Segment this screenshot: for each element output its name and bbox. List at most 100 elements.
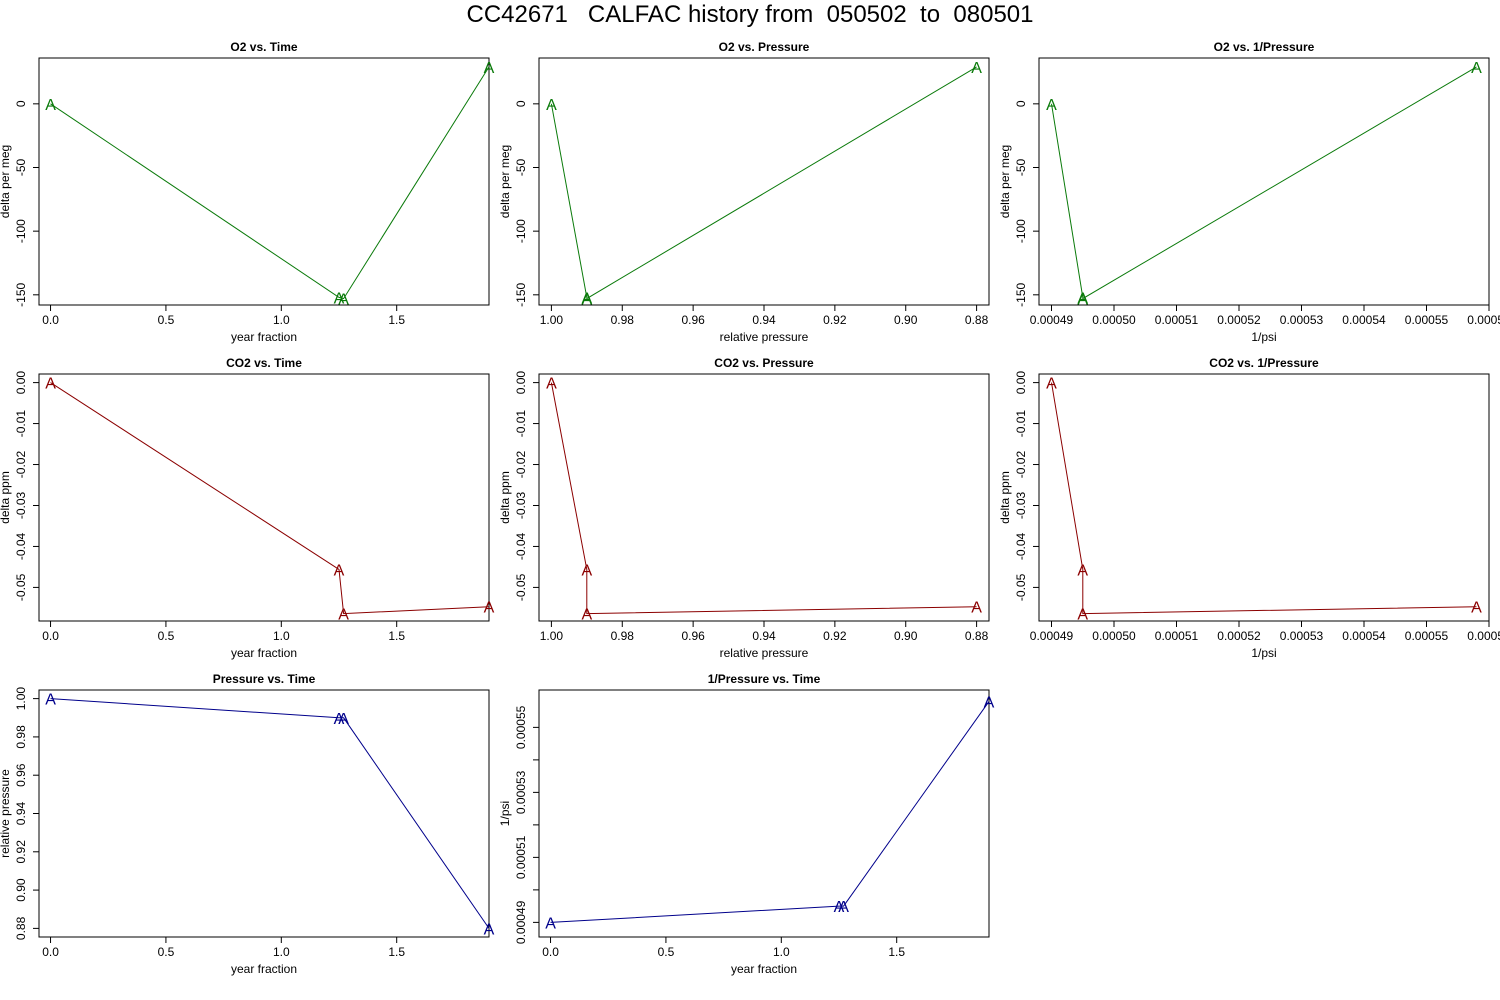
chart-panel-1: O2 vs. Time 0.0 0.5 1.0 1.5 year fraction 0 -50… xyxy=(0,40,495,344)
y-tick-label: -100 xyxy=(14,219,28,243)
y-tick-label: -50 xyxy=(1014,158,1028,176)
data-point-marker: A xyxy=(338,711,349,728)
data-point-marker: A xyxy=(1077,562,1088,579)
x-tick-label: 1.00 xyxy=(540,629,564,643)
y-tick-label: 0.88 xyxy=(14,916,28,940)
data-point-marker: A xyxy=(1471,600,1482,617)
x-tick-label: 1.0 xyxy=(773,945,790,959)
y-axis-label: 1/psi xyxy=(498,801,512,826)
data-point-marker: A xyxy=(971,60,982,77)
x-tick-label: 0.00054 xyxy=(1342,629,1386,643)
y-tick-label: -100 xyxy=(1014,219,1028,243)
x-axis-label: 1/psi xyxy=(1251,330,1276,344)
x-tick-label: 0.00056 xyxy=(1467,313,1500,327)
page-title: CC42671 CALFAC history from 050502 to 08… xyxy=(466,1,1034,28)
y-tick-label: -150 xyxy=(14,282,28,306)
data-point-marker: A xyxy=(334,562,345,579)
data-point-marker: A xyxy=(45,97,56,114)
x-tick-label: 0.96 xyxy=(681,313,705,327)
x-tick-label: 0.96 xyxy=(681,629,705,643)
x-axis-label: relative pressure xyxy=(720,330,809,344)
data-point-marker: A xyxy=(1046,97,1057,114)
y-tick-label: -0.04 xyxy=(1014,532,1028,560)
chart-title: O2 vs. 1/Pressure xyxy=(1214,40,1315,54)
x-tick-label: 0.00055 xyxy=(1405,313,1449,327)
x-tick-label: 0.00052 xyxy=(1217,629,1261,643)
data-point-marker: A xyxy=(834,899,845,916)
x-tick-label: 1.5 xyxy=(888,945,905,959)
x-axis-label: 1/psi xyxy=(1251,646,1276,660)
y-tick-label: 1.00 xyxy=(14,687,28,711)
data-point-marker: A xyxy=(338,607,349,624)
y-tick-label: -0.05 xyxy=(14,573,28,601)
y-axis-label: delta ppm xyxy=(498,471,512,524)
x-tick-label: 0.00056 xyxy=(1467,629,1500,643)
x-tick-label: 0.00049 xyxy=(1030,629,1074,643)
x-tick-label: 0.94 xyxy=(752,313,776,327)
y-tick-label: 0 xyxy=(14,100,28,107)
data-point-marker: A xyxy=(484,921,495,938)
y-tick-label: -0.01 xyxy=(514,410,528,438)
x-tick-label: 0.5 xyxy=(158,629,175,643)
chart-title: CO2 vs. Pressure xyxy=(714,356,814,370)
series-line xyxy=(50,382,490,615)
x-tick-label: 1.0 xyxy=(273,313,290,327)
chart-panel-7: Pressure vs. Time 0.0 0.5 1.0 1.5 year fracti… xyxy=(0,672,495,976)
series-line xyxy=(50,698,490,929)
series-line xyxy=(550,701,990,923)
data-point-marker: A xyxy=(338,292,349,309)
x-tick-label: 0.98 xyxy=(611,629,635,643)
chart-title: O2 vs. Time xyxy=(230,40,297,54)
x-tick-label: 0.00050 xyxy=(1092,629,1136,643)
y-tick-label: -150 xyxy=(514,282,528,306)
y-axis-label: relative pressure xyxy=(0,769,12,858)
series-line xyxy=(550,382,977,615)
data-point-marker: A xyxy=(581,292,592,309)
chart-title: O2 vs. Pressure xyxy=(719,40,810,54)
data-point-marker: A xyxy=(546,376,557,393)
data-point-marker: A xyxy=(1471,60,1482,77)
data-point-marker: A xyxy=(984,694,995,711)
x-tick-label: 0.5 xyxy=(158,945,175,959)
x-tick-label: 0.88 xyxy=(965,629,989,643)
y-tick-label: 0 xyxy=(514,100,528,107)
y-tick-label: -50 xyxy=(14,158,28,176)
y-tick-label: -150 xyxy=(1014,282,1028,306)
x-tick-label: 0.90 xyxy=(894,313,918,327)
data-point-marker: A xyxy=(334,711,345,728)
x-tick-label: 0.00053 xyxy=(1280,629,1324,643)
x-tick-label: 0.5 xyxy=(158,313,175,327)
data-point-marker: A xyxy=(581,562,592,579)
x-tick-label: 0.92 xyxy=(823,313,847,327)
data-point-marker: A xyxy=(45,692,56,709)
y-tick-label: -0.01 xyxy=(1014,410,1028,438)
x-tick-label: 1.5 xyxy=(388,629,405,643)
y-tick-label: 0.98 xyxy=(14,725,28,749)
plot-frame xyxy=(38,57,490,306)
data-point-marker: A xyxy=(838,899,849,916)
x-tick-label: 0.0 xyxy=(42,313,59,327)
plot-frame xyxy=(538,373,990,622)
data-point-marker: A xyxy=(484,600,495,617)
y-tick-label: 0.00051 xyxy=(514,835,528,879)
x-tick-label: 0.98 xyxy=(611,313,635,327)
chart-panel-3: O2 vs. 1/Pressure 0.00049 0.00050 0.00051 0.… xyxy=(998,40,1500,344)
data-point-marker: A xyxy=(581,607,592,624)
x-tick-label: 0.00055 xyxy=(1405,629,1449,643)
y-tick-label: 0.92 xyxy=(14,840,28,864)
y-tick-label: -0.02 xyxy=(1014,451,1028,479)
chart-panel-8: 1/Pressure vs. Time 0.0 0.5 1.0 1.5 year frac… xyxy=(498,672,995,976)
data-point-marker: A xyxy=(1077,290,1088,307)
y-tick-label: 0.00 xyxy=(1014,371,1028,395)
y-tick-label: 0.96 xyxy=(14,763,28,787)
x-axis-label: relative pressure xyxy=(720,646,809,660)
y-axis-label: delta per meg xyxy=(0,145,12,218)
data-point-marker: A xyxy=(1077,292,1088,309)
chart-panel-6: CO2 vs. 1/Pressure 0.00049 0.00050 0.00051 0… xyxy=(998,356,1500,660)
data-point-marker: A xyxy=(334,290,345,307)
x-tick-label: 1.5 xyxy=(388,313,405,327)
y-axis-label: delta per meg xyxy=(998,145,1012,218)
y-tick-label: -100 xyxy=(514,219,528,243)
y-tick-label: -0.03 xyxy=(14,491,28,519)
y-tick-label: 0.00055 xyxy=(514,705,528,749)
